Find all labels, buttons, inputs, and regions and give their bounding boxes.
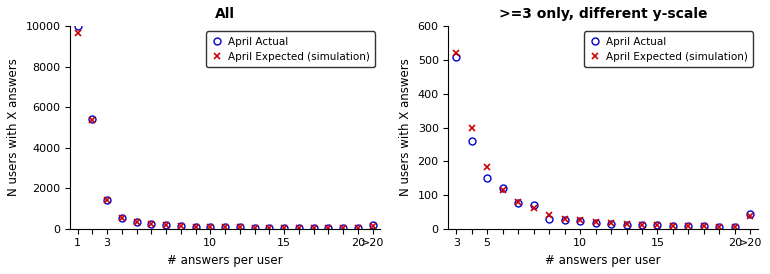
Y-axis label: N users with X answers: N users with X answers — [399, 59, 412, 196]
April Actual — [668, 224, 678, 227]
April Expected (simulation) — [591, 220, 600, 224]
April Actual — [544, 217, 554, 220]
Line: April Actual: April Actual — [74, 23, 376, 232]
April Actual — [699, 225, 708, 228]
X-axis label: # answers per user: # answers per user — [167, 254, 283, 267]
April Actual — [575, 219, 584, 223]
April Actual — [730, 226, 739, 229]
April Expected (simulation) — [514, 200, 523, 203]
April Actual — [250, 226, 259, 229]
April Actual — [309, 226, 318, 230]
Line: April Expected (simulation): April Expected (simulation) — [453, 50, 754, 230]
April Actual — [102, 199, 112, 202]
April Actual — [73, 25, 82, 28]
April Actual — [235, 226, 244, 229]
April Actual — [206, 225, 215, 229]
April Expected (simulation) — [544, 214, 554, 217]
April Expected (simulation) — [368, 224, 377, 227]
April Expected (simulation) — [73, 32, 82, 35]
April Expected (simulation) — [699, 225, 708, 228]
April Actual — [467, 139, 477, 143]
April Actual — [191, 225, 200, 228]
April Expected (simulation) — [607, 222, 616, 225]
April Actual — [147, 223, 156, 226]
April Actual — [220, 226, 229, 229]
April Actual — [607, 222, 616, 225]
April Expected (simulation) — [220, 226, 229, 229]
April Actual — [498, 187, 507, 190]
April Expected (simulation) — [498, 188, 507, 192]
Legend: April Actual, April Expected (simulation): April Actual, April Expected (simulation… — [584, 32, 753, 67]
April Expected (simulation) — [191, 225, 200, 228]
Legend: April Actual, April Expected (simulation): April Actual, April Expected (simulation… — [206, 32, 375, 67]
X-axis label: # answers per user: # answers per user — [545, 254, 661, 267]
April Expected (simulation) — [451, 52, 460, 55]
April Expected (simulation) — [132, 220, 141, 224]
April Actual — [622, 223, 631, 226]
April Expected (simulation) — [715, 225, 724, 229]
April Expected (simulation) — [529, 206, 538, 209]
April Actual — [88, 118, 97, 121]
April Actual — [132, 221, 141, 224]
April Expected (simulation) — [668, 224, 678, 227]
April Expected (simulation) — [638, 223, 647, 226]
April Actual — [715, 225, 724, 229]
April Expected (simulation) — [684, 224, 693, 228]
April Actual — [653, 224, 662, 227]
April Expected (simulation) — [746, 214, 755, 218]
April Expected (simulation) — [147, 222, 156, 226]
April Actual — [638, 223, 647, 227]
April Expected (simulation) — [294, 226, 303, 230]
Y-axis label: N users with X answers: N users with X answers — [7, 59, 20, 196]
April Expected (simulation) — [265, 226, 274, 229]
April Expected (simulation) — [730, 226, 739, 229]
April Actual — [483, 176, 492, 180]
April Actual — [265, 226, 274, 229]
April Expected (simulation) — [483, 165, 492, 169]
April Expected (simulation) — [280, 226, 289, 229]
April Actual — [339, 227, 348, 230]
April Actual — [162, 224, 171, 227]
April Expected (simulation) — [575, 219, 584, 222]
April Expected (simulation) — [653, 224, 662, 227]
April Expected (simulation) — [117, 216, 126, 219]
April Expected (simulation) — [176, 224, 186, 228]
April Expected (simulation) — [162, 224, 171, 227]
April Expected (simulation) — [339, 227, 348, 230]
April Actual — [529, 204, 538, 207]
April Expected (simulation) — [467, 126, 477, 129]
April Actual — [514, 202, 523, 205]
April Actual — [117, 216, 126, 220]
April Actual — [560, 218, 569, 221]
April Expected (simulation) — [622, 223, 631, 226]
April Actual — [368, 224, 377, 227]
April Expected (simulation) — [353, 227, 363, 230]
April Actual — [451, 55, 460, 58]
April Expected (simulation) — [206, 225, 215, 229]
April Actual — [591, 221, 600, 224]
Line: April Actual: April Actual — [453, 53, 754, 230]
April Actual — [746, 212, 755, 215]
April Actual — [684, 224, 693, 228]
April Expected (simulation) — [250, 226, 259, 229]
April Expected (simulation) — [323, 226, 333, 230]
April Expected (simulation) — [309, 226, 318, 230]
Title: All: All — [215, 7, 235, 21]
April Actual — [294, 226, 303, 230]
April Expected (simulation) — [102, 199, 112, 202]
April Expected (simulation) — [88, 119, 97, 122]
April Expected (simulation) — [560, 217, 569, 220]
Line: April Expected (simulation): April Expected (simulation) — [74, 30, 376, 232]
April Actual — [323, 226, 333, 230]
April Actual — [280, 226, 289, 229]
April Actual — [353, 227, 363, 230]
Title: >=3 only, different y-scale: >=3 only, different y-scale — [499, 7, 708, 21]
April Actual — [176, 224, 186, 228]
April Expected (simulation) — [235, 226, 244, 229]
